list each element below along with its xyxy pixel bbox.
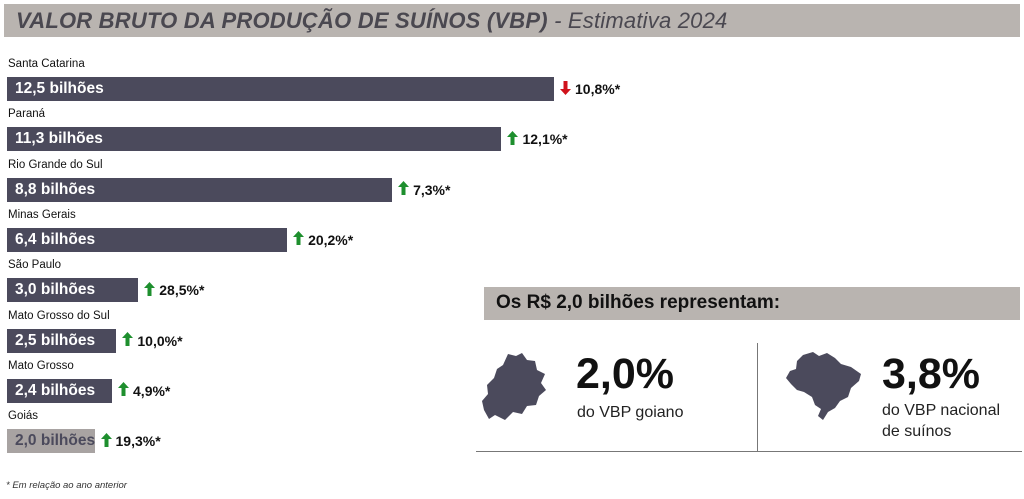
bar: 2,5 bilhões	[7, 328, 117, 353]
change-label: 28,5%*	[144, 278, 204, 302]
change-value: 19,3%*	[115, 433, 161, 450]
state-label: São Paulo	[8, 259, 62, 272]
change-label: 7,3%*	[398, 178, 450, 202]
arrow-up-icon	[100, 432, 112, 450]
change-value: 12,1%*	[522, 131, 568, 148]
change-label: 19,3%*	[100, 429, 161, 453]
chart-title-main: VALOR BRUTO DA PRODUÇÃO DE SUÍNOS (VBP)	[16, 8, 548, 33]
bar-value-label: 2,5 bilhões	[15, 331, 96, 349]
arrow-up-icon	[507, 130, 519, 148]
stat-value-brasil: 3,8%	[882, 350, 981, 398]
bar: 12,5 bilhões	[7, 77, 554, 101]
arrow-up-icon	[122, 332, 134, 349]
state-label: Paraná	[8, 108, 46, 121]
change-value: 10,8%*	[575, 81, 621, 97]
stat-desc-line: do VBP nacional	[882, 402, 1001, 419]
panel-header: Os R$ 2,0 bilhões representam:	[484, 287, 1020, 320]
change-value: 7,3%*	[413, 181, 451, 198]
change-label: 10,0%*	[122, 329, 183, 353]
chart-title: VALOR BRUTO DA PRODUÇÃO DE SUÍNOS (VBP) …	[16, 8, 727, 34]
state-label: Mato Grosso	[8, 359, 74, 372]
state-label: Minas Gerais	[8, 208, 76, 221]
arrow-up-icon	[118, 382, 130, 399]
change-value: 10,0%*	[137, 332, 183, 349]
bar-value-label: 2,4 bilhões	[15, 381, 96, 399]
bar-value-label: 12,5 bilhões	[15, 80, 104, 97]
goias-map-icon	[482, 353, 546, 420]
chart-header: VALOR BRUTO DA PRODUÇÃO DE SUÍNOS (VBP) …	[4, 4, 1020, 37]
stat-value-goias: 2,0%	[576, 350, 675, 398]
change-value: 20,2%*	[308, 231, 354, 248]
arrow-down-icon	[560, 80, 571, 98]
stat-desc-line: do VBP goiano	[577, 404, 684, 421]
stat-desc-line: de suínos	[882, 423, 952, 440]
change-value: 28,5%*	[159, 282, 205, 299]
bar-value-label: 11,3 bilhões	[15, 130, 103, 148]
change-label: 20,2%*	[293, 228, 353, 252]
panel-divider-horizontal	[476, 451, 1022, 452]
bar: 2,0 bilhões	[7, 429, 96, 454]
bar: 8,8 bilhões	[7, 177, 393, 202]
change-label: 4,9%*	[118, 379, 170, 403]
bar: 6,4 bilhões	[7, 227, 288, 252]
bar: 11,3 bilhões	[7, 127, 502, 152]
arrow-up-icon	[398, 181, 410, 198]
panel-title: Os R$ 2,0 bilhões representam:	[496, 292, 781, 313]
bar-value-label: 3,0 bilhões	[15, 281, 96, 299]
bar: 3,0 bilhões	[7, 278, 139, 303]
bar-value-label: 8,8 bilhões	[15, 180, 96, 198]
change-label: 10,8%*	[560, 77, 620, 101]
footnote: * Em relação ao ano anterior	[6, 480, 127, 491]
state-label: Goiás	[8, 410, 39, 423]
panel-divider-vertical	[757, 343, 758, 451]
chart-subtitle: - Estimativa 2024	[554, 8, 728, 33]
change-value: 4,9%*	[133, 382, 171, 399]
bar-value-label: 6,4 bilhões	[15, 230, 96, 248]
stat-desc-brasil: do VBP nacional de suínos	[882, 400, 1000, 442]
bar-value-label: 2,0 bilhões	[15, 432, 96, 450]
arrow-up-icon	[144, 281, 156, 299]
stat-desc-goias: do VBP goiano	[577, 402, 683, 423]
change-label: 12,1%*	[507, 127, 568, 151]
brazil-map-icon	[786, 352, 861, 420]
arrow-up-icon	[293, 231, 305, 248]
bar: 2,4 bilhões	[7, 378, 113, 403]
state-label: Rio Grande do Sul	[8, 158, 103, 171]
state-label: Mato Grosso do Sul	[8, 309, 110, 322]
state-label: Santa Catarina	[8, 58, 85, 70]
